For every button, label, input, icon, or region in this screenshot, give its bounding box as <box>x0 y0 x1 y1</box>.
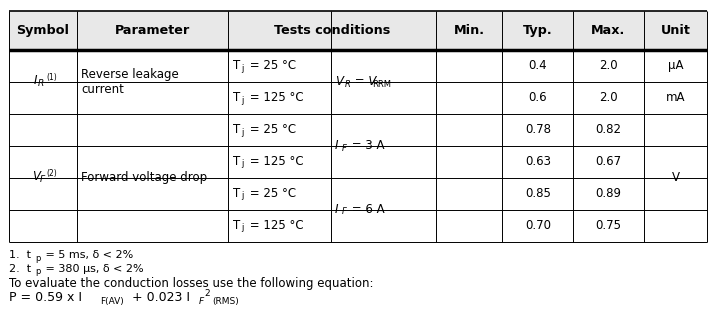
Text: j: j <box>241 96 243 105</box>
Text: = V: = V <box>351 75 376 88</box>
Text: R: R <box>38 79 44 88</box>
Text: = 5 ms, δ < 2%: = 5 ms, δ < 2% <box>42 250 132 260</box>
Text: = 125 °C: = 125 °C <box>246 91 303 104</box>
Text: (2): (2) <box>46 169 57 178</box>
Text: Parameter: Parameter <box>115 24 190 37</box>
Text: I: I <box>335 139 339 152</box>
Text: T: T <box>233 219 240 232</box>
Text: F: F <box>39 175 44 184</box>
Text: = 125 °C: = 125 °C <box>246 155 303 168</box>
Text: = 25 °C: = 25 °C <box>246 59 296 72</box>
Text: p: p <box>35 267 41 276</box>
Text: = 25 °C: = 25 °C <box>246 187 296 200</box>
Text: + 0.023 I: + 0.023 I <box>128 291 190 304</box>
Text: 2: 2 <box>205 289 211 298</box>
Text: j: j <box>241 223 243 232</box>
Text: F: F <box>342 143 347 153</box>
Text: V: V <box>32 170 39 183</box>
Text: F: F <box>198 297 203 306</box>
Text: j: j <box>241 159 243 169</box>
Text: V: V <box>335 75 343 88</box>
Bar <box>9 11 707 50</box>
Text: 0.6: 0.6 <box>528 91 547 104</box>
Text: T: T <box>233 155 240 168</box>
Text: Typ.: Typ. <box>523 24 553 37</box>
Text: Min.: Min. <box>454 24 485 37</box>
Text: = 25 °C: = 25 °C <box>246 123 296 136</box>
Text: 1.  t: 1. t <box>9 250 31 260</box>
Text: V: V <box>672 171 679 184</box>
Text: To evaluate the conduction losses use the following equation:: To evaluate the conduction losses use th… <box>9 277 373 290</box>
Text: μA: μA <box>668 59 683 72</box>
Text: j: j <box>241 64 243 73</box>
Text: 0.4: 0.4 <box>528 59 547 72</box>
Text: j: j <box>241 127 243 137</box>
Text: j: j <box>241 191 243 200</box>
Text: = 3 A: = 3 A <box>348 139 384 152</box>
Text: F: F <box>342 207 347 216</box>
Text: Unit: Unit <box>661 24 690 37</box>
Text: R: R <box>344 80 350 89</box>
Text: 0.75: 0.75 <box>596 219 621 232</box>
Text: 0.89: 0.89 <box>596 187 621 200</box>
Text: 0.67: 0.67 <box>595 155 621 168</box>
Text: 0.70: 0.70 <box>525 219 551 232</box>
Text: 2.  t: 2. t <box>9 264 31 274</box>
Text: = 6 A: = 6 A <box>348 203 384 216</box>
Text: Forward voltage drop: Forward voltage drop <box>81 171 208 184</box>
Text: 2.0: 2.0 <box>599 59 618 72</box>
Text: Symbol: Symbol <box>16 24 69 37</box>
Text: I: I <box>34 74 37 87</box>
Text: mA: mA <box>666 91 685 104</box>
Text: 0.78: 0.78 <box>525 123 551 136</box>
Text: RRM: RRM <box>372 80 392 89</box>
Text: T: T <box>233 187 240 200</box>
Text: Max.: Max. <box>591 24 626 37</box>
Text: 2.0: 2.0 <box>599 91 618 104</box>
Text: T: T <box>233 59 240 72</box>
Text: P = 0.59 x I: P = 0.59 x I <box>9 291 82 304</box>
Text: Tests conditions: Tests conditions <box>274 24 390 37</box>
Text: = 380 μs, δ < 2%: = 380 μs, δ < 2% <box>42 264 143 274</box>
Text: T: T <box>233 91 240 104</box>
Text: 0.82: 0.82 <box>596 123 621 136</box>
Text: 0.85: 0.85 <box>525 187 551 200</box>
Text: Reverse leakage
current: Reverse leakage current <box>81 68 179 96</box>
Text: = 125 °C: = 125 °C <box>246 219 303 232</box>
Text: (RMS): (RMS) <box>212 297 238 306</box>
Text: (1): (1) <box>46 73 57 82</box>
Text: I: I <box>335 203 339 216</box>
Text: 0.63: 0.63 <box>525 155 551 168</box>
Text: F(AV): F(AV) <box>100 297 124 306</box>
Text: p: p <box>35 254 41 263</box>
Text: T: T <box>233 123 240 136</box>
